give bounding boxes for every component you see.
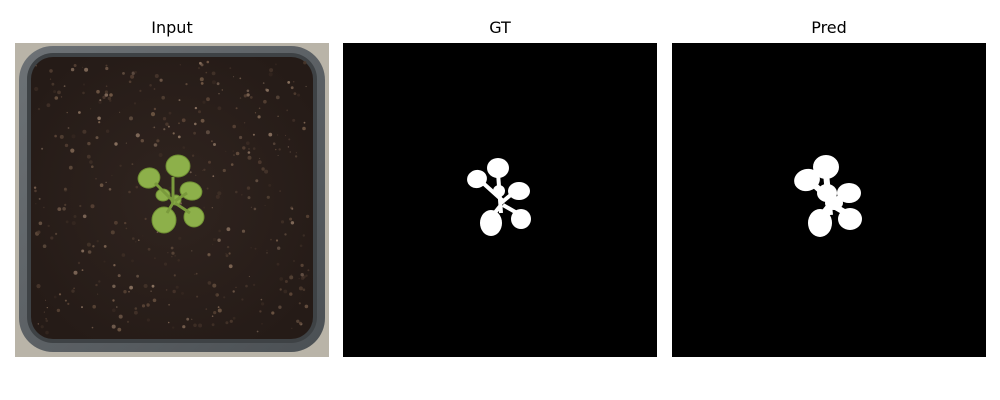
pred-mask-plant xyxy=(794,155,862,237)
input-photo xyxy=(15,43,329,357)
pred-mask xyxy=(672,43,986,357)
panel-title-input: Input xyxy=(151,18,193,37)
panel-title-gt: GT xyxy=(489,18,511,37)
gt-mask xyxy=(343,43,657,357)
gt-mask-plant xyxy=(467,158,531,236)
soil-specks xyxy=(33,60,310,335)
panel-title-pred: Pred xyxy=(811,18,847,37)
plant-seedling xyxy=(137,154,205,234)
